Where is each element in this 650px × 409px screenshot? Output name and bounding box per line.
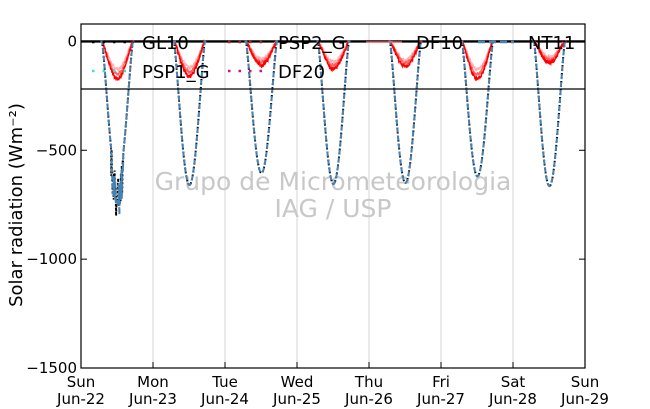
series-diffuse-Jun-23 — [172, 39, 207, 74]
series-NT11-Jun-27 — [460, 40, 495, 178]
x-tick-label-day: Wed — [281, 373, 314, 391]
legend-entry-df20: DF20 — [228, 62, 325, 83]
y-tick-label: −500 — [36, 141, 77, 159]
watermark-line-1: Grupo de Micrometeorologia — [155, 167, 512, 196]
series-diffuse-Jun-26 — [388, 40, 423, 69]
legend-entry-df10: DF10 — [366, 33, 463, 54]
y-axis-ticks: 0 −500 −1000 −1500 — [26, 32, 585, 377]
series-diffuse-Jun-25 — [316, 40, 351, 73]
watermark-line-2: IAG / USP — [275, 194, 392, 223]
x-tick-label-day: Fri — [432, 373, 450, 391]
x-tick-label-day: Sun — [67, 373, 96, 391]
legend-label-psp1_g: PSP1_G — [142, 62, 210, 83]
series-NT11-Jun-22 — [100, 40, 135, 215]
series-diffuse-Jun-22 — [100, 40, 135, 82]
y-tick-label: −1000 — [26, 250, 77, 268]
series-diffuse-Jun-28 — [532, 40, 567, 67]
series-diffuse-Jun-23 — [172, 39, 207, 79]
series-NT11-Jun-25 — [316, 40, 351, 185]
series-diffuse-Jun-24 — [244, 40, 279, 69]
grid-lines — [152, 24, 514, 368]
y-tick-label: 0 — [67, 32, 77, 50]
series-diffuse-Jun-27 — [460, 39, 495, 82]
y-tick-label: −1500 — [26, 359, 77, 377]
series-diffuse-Jun-27 — [460, 40, 495, 72]
series-diffuse-Jun-24 — [244, 40, 279, 62]
legend-label-gl10: GL10 — [142, 33, 189, 54]
x-tick-label-date: Jun-29 — [560, 390, 609, 408]
legend-entry-nt11: NT11 — [478, 33, 575, 54]
y-axis-title: Solar radiation (Wm⁻²) — [6, 103, 27, 307]
x-axis-ticks: SunJun-22MonJun-23TueJun-24WedJun-25ThuJ… — [56, 362, 609, 408]
legend-label-df10: DF10 — [416, 33, 463, 54]
x-tick-label-date: Jun-23 — [128, 390, 177, 408]
legend-entry-psp2_g: PSP2_G — [228, 33, 346, 54]
series-NT11-Jun-26 — [388, 40, 423, 184]
legend-entry-gl10: GL10 — [92, 33, 189, 54]
x-tick-label-day: Sat — [501, 373, 526, 391]
x-tick-label-date: Jun-28 — [488, 390, 537, 408]
x-tick-label-date: Jun-27 — [416, 390, 465, 408]
legend-entry-psp1_g: PSP1_G — [92, 62, 210, 83]
x-tick-label-date: Jun-22 — [56, 390, 105, 408]
x-tick-label-day: Thu — [354, 373, 383, 391]
x-tick-label-date: Jun-24 — [200, 390, 249, 408]
x-tick-label-day: Sun — [571, 373, 600, 391]
x-tick-label-date: Jun-25 — [272, 390, 321, 408]
x-tick-label-date: Jun-26 — [344, 390, 393, 408]
x-tick-label-day: Tue — [211, 373, 238, 391]
legend-label-psp2_g: PSP2_G — [278, 33, 346, 54]
x-tick-label-day: Mon — [137, 373, 169, 391]
series-NT11-Jun-24 — [244, 40, 279, 175]
legend: GL10 PSP1_G PSP2_G DF20 DF10 NT11 — [81, 33, 585, 90]
legend-label-nt11: NT11 — [528, 33, 575, 54]
plot-frame — [80, 23, 586, 369]
series-GL10-Jun-27 — [460, 40, 495, 178]
watermark: Grupo de Micrometeorologia IAG / USP — [155, 167, 512, 223]
legend-label-df20: DF20 — [278, 62, 325, 83]
